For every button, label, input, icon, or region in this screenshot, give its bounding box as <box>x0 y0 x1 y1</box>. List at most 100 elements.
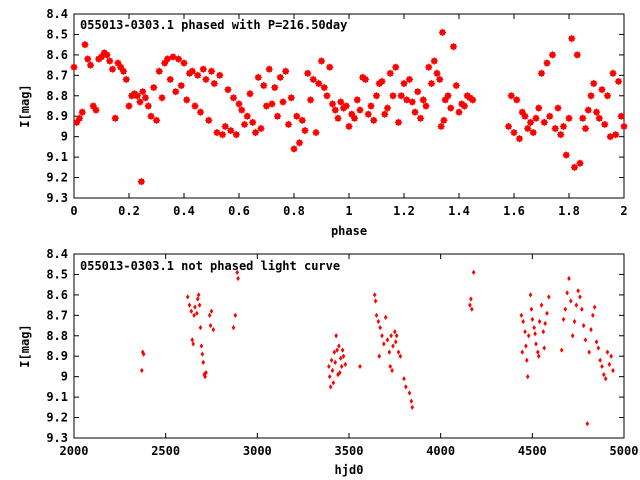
phased-x-tick-label: 1.4 <box>448 204 470 218</box>
unphased-data-point <box>383 314 388 320</box>
unphased-data-point <box>581 322 586 329</box>
phased-data-point <box>108 65 117 74</box>
phased-data-point <box>537 69 546 78</box>
phased-y-tick-label: 8.6 <box>46 48 68 62</box>
phased-data-point <box>180 59 188 67</box>
phased-data-point <box>562 151 571 159</box>
phased-data-point <box>545 112 554 121</box>
unphased-data-point <box>559 347 564 353</box>
phased-data-point <box>86 61 95 69</box>
phased-data-point <box>567 34 576 43</box>
unphased-y-tick-label: 9.3 <box>46 431 68 445</box>
phased-data-point <box>452 81 461 90</box>
phased-y-tick-label: 9.2 <box>46 171 68 185</box>
phased-data-point <box>356 106 364 114</box>
phased-data-point <box>237 106 246 114</box>
phased-data-point <box>515 134 524 143</box>
unphased-data-point <box>524 343 528 349</box>
phased-data-point <box>254 73 263 82</box>
unphased-data-point <box>203 374 207 380</box>
unphased-data-point <box>572 318 577 325</box>
phased-data-point <box>576 159 584 168</box>
phased-data-point <box>133 91 142 100</box>
unphased-data-point <box>569 298 573 304</box>
unphased-data-point <box>338 355 343 361</box>
unphased-data-point <box>533 331 537 337</box>
unphased-data-point <box>337 343 341 349</box>
phased-data-point <box>551 124 560 133</box>
phased-data-point <box>427 79 436 88</box>
phased-data-point <box>405 75 414 84</box>
phased-data-point <box>606 132 615 141</box>
unphased-data-point <box>521 318 525 325</box>
phased-data-point <box>312 128 320 137</box>
unphased-data-point <box>529 306 534 312</box>
unphased-data-point <box>536 349 540 355</box>
phased-data-point <box>92 106 100 114</box>
unphased-data-point <box>193 304 197 310</box>
unphased-data-point <box>611 367 615 374</box>
unphased-y-tick-label: 8.5 <box>46 267 68 281</box>
unphased-data-point <box>536 353 541 359</box>
phased-data-point <box>437 122 445 131</box>
unphased-y-tick-label: 8.7 <box>46 308 68 322</box>
unphased-data-point <box>402 376 406 382</box>
unphased-data-point <box>545 310 549 316</box>
phased-data-point <box>174 55 183 63</box>
unphased-data-point <box>380 333 384 339</box>
unphased-data-point <box>358 363 362 370</box>
phased-data-point <box>468 96 477 104</box>
phased-data-point <box>617 112 626 121</box>
phased-data-point <box>83 55 92 63</box>
phased-data-point <box>507 91 516 100</box>
phased-data-point <box>430 57 439 65</box>
unphased-data-point <box>468 302 472 308</box>
phased-data-point <box>614 77 623 86</box>
unphased-data-point <box>470 306 474 312</box>
phased-x-tick-label: 0.6 <box>228 204 250 218</box>
phased-data-point <box>416 114 425 123</box>
phased-data-point <box>298 116 307 125</box>
unphased-data-point <box>578 294 582 300</box>
unphased-data-point <box>574 302 579 308</box>
phased-x-tick-label: 0.8 <box>283 204 305 218</box>
phased-data-point <box>171 87 180 96</box>
phased-data-point <box>389 91 397 100</box>
phased-y-tick-label: 9.3 <box>46 191 68 205</box>
unphased-data-point <box>140 349 145 355</box>
unphased-data-point <box>602 372 606 378</box>
phased-data-point <box>578 114 587 123</box>
phased-data-point <box>292 112 301 121</box>
phased-data-point <box>353 96 362 104</box>
phased-data-point <box>284 120 293 129</box>
phased-data-point <box>345 122 353 131</box>
phased-data-point <box>287 93 296 102</box>
unphased-x-tick-label: 3000 <box>243 444 272 458</box>
unphased-data-points <box>140 269 615 427</box>
unphased-data-point <box>409 398 414 404</box>
phased-data-point <box>306 96 315 104</box>
unphased-data-point <box>534 341 538 347</box>
phased-data-point <box>455 108 463 116</box>
unphased-data-point <box>391 343 395 349</box>
unphased-data-point <box>388 363 393 370</box>
phased-data-point <box>424 63 433 71</box>
phased-data-point <box>573 51 582 59</box>
unphased-y-tick-label: 9.1 <box>46 390 68 404</box>
unphased-data-point <box>393 339 398 345</box>
unphased-data-point <box>201 359 206 365</box>
phased-data-point <box>449 42 458 51</box>
unphased-y-tick-label: 8.8 <box>46 329 68 343</box>
unphased-data-point <box>469 296 473 302</box>
phased-data-point <box>386 69 395 78</box>
phased-data-point <box>136 98 144 106</box>
phased-data-point <box>391 63 400 71</box>
phased-data-point <box>243 112 252 121</box>
phased-data-point <box>202 75 210 84</box>
unphased-data-point <box>394 333 399 339</box>
unphased-data-point <box>539 302 544 308</box>
phased-data-point <box>279 98 287 106</box>
phased-y-tick-label: 8.5 <box>46 27 68 41</box>
phased-data-point <box>257 124 265 133</box>
phased-data-point <box>147 112 155 121</box>
